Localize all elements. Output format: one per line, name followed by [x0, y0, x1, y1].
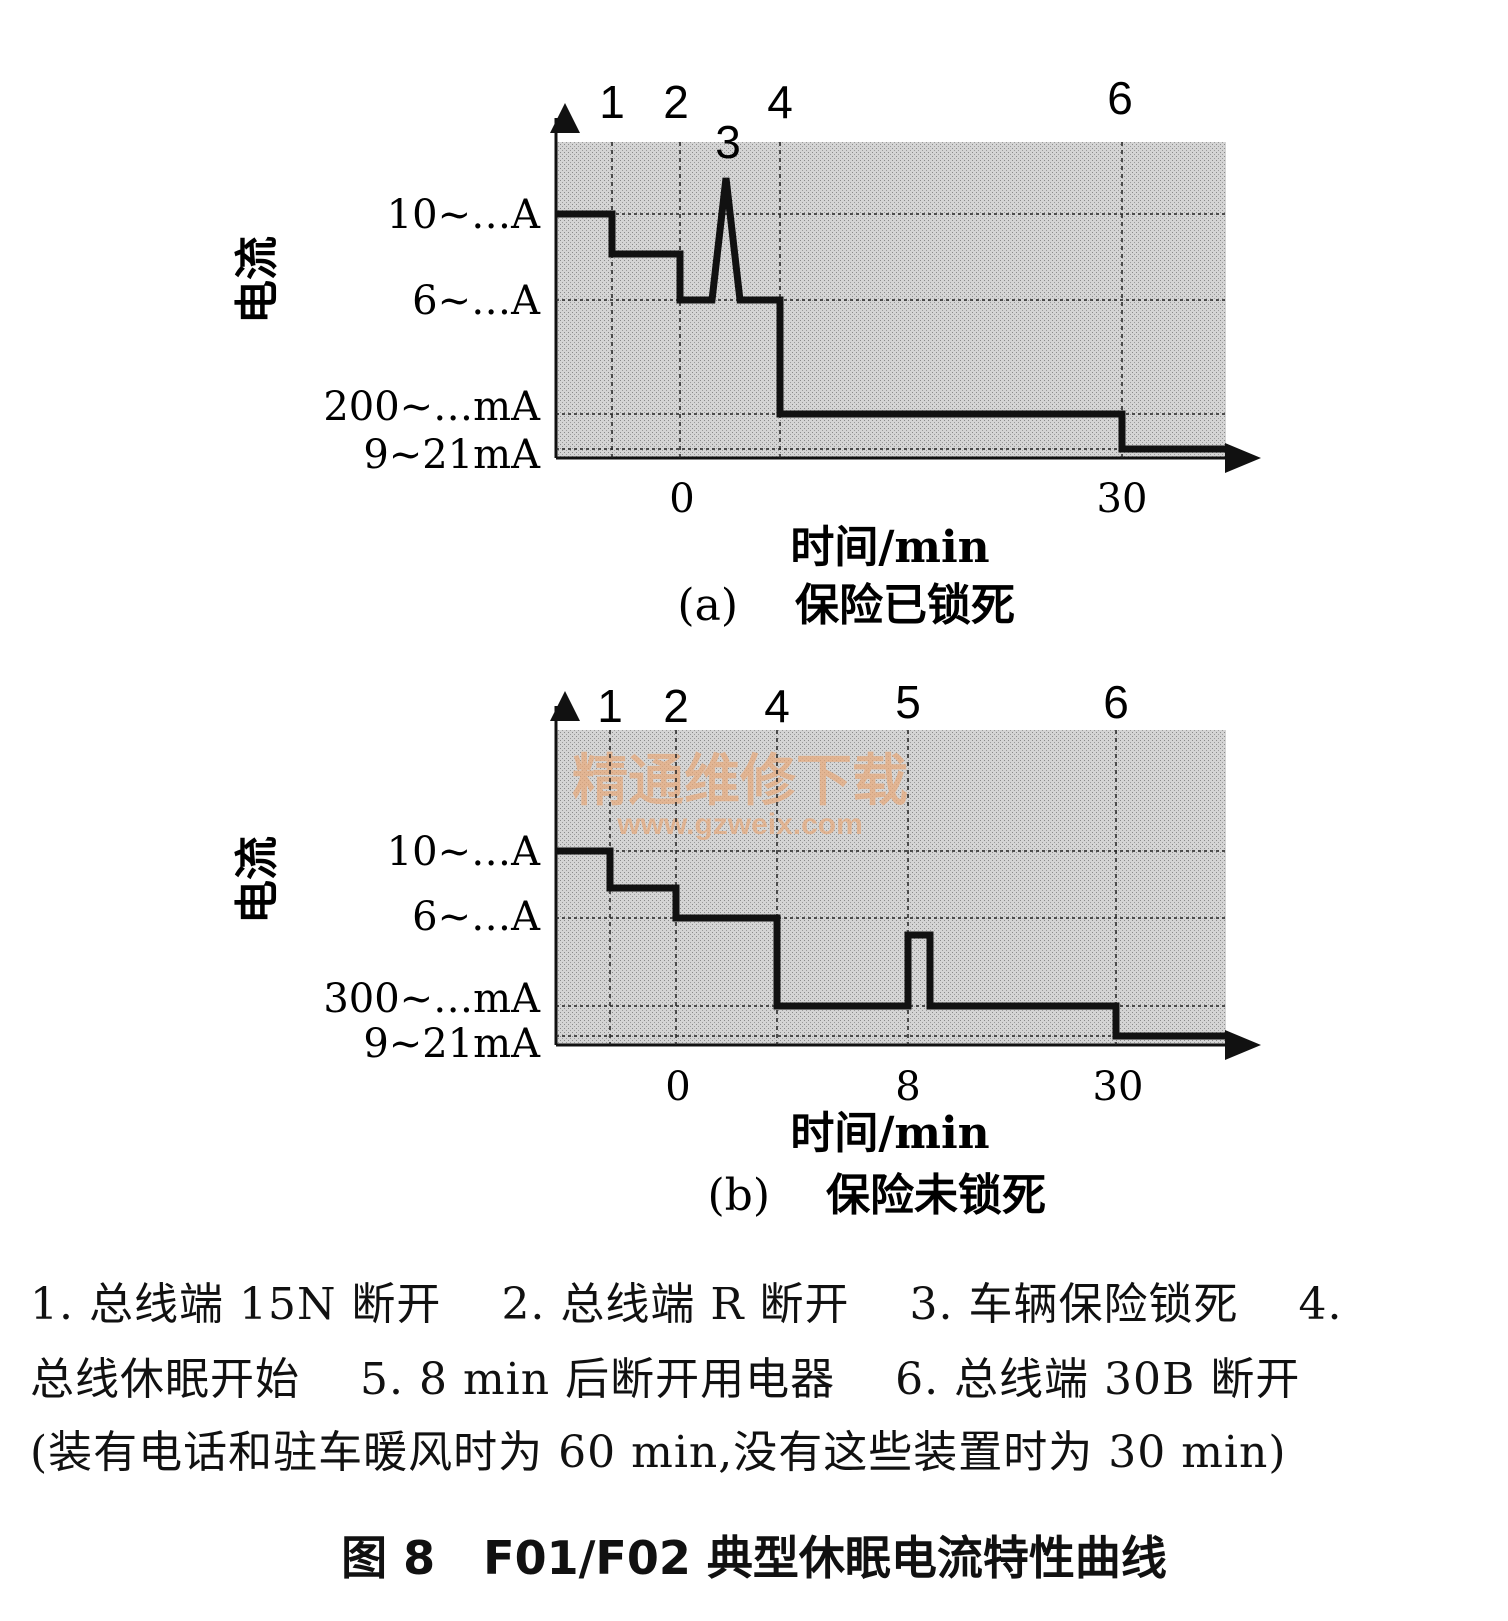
- annotation-line-1: 1. 总线端 15N 断开 2. 总线端 R 断开 3. 车辆保险锁死 4.: [30, 1270, 1480, 1340]
- x-tick-a-0: 0: [669, 476, 694, 522]
- y-axis-label-b: 电流: [232, 836, 283, 924]
- annotation-1: 1. 总线端 15N 断开: [30, 1279, 442, 1330]
- y-tick-a-2: 6~…A: [412, 278, 541, 324]
- y-axis-label-a: 电流: [232, 236, 283, 324]
- chart-b: 精通维修下载 www.gzweix.com 1 2 4 5 6 10~…A 6~…: [232, 676, 1261, 1221]
- event-marker-a-2: 2: [663, 76, 689, 128]
- event-marker-a-6: 6: [1107, 72, 1133, 124]
- y-tick-b-1: 10~…A: [387, 829, 541, 875]
- x-tick-a-30: 30: [1097, 476, 1148, 522]
- chart-a: 1 2 3 4 6 10~…A 6~…A 200~…mA 9~21mA 0 30…: [232, 72, 1261, 631]
- annotation-2: 2. 总线端 R 断开: [501, 1279, 850, 1330]
- y-tick-b-4: 9~21mA: [363, 1021, 541, 1067]
- event-marker-b-5: 5: [895, 676, 921, 728]
- watermark: 精通维修下载: [572, 748, 908, 814]
- subcaption-a-label: (a): [677, 580, 738, 631]
- event-marker-b-1: 1: [597, 680, 623, 732]
- x-tick-b-30: 30: [1093, 1064, 1144, 1110]
- subcaption-b-title: 保险未锁死: [826, 1170, 1046, 1221]
- event-marker-a-1: 1: [599, 76, 625, 128]
- y-tick-a-3: 200~…mA: [323, 384, 541, 430]
- subcaption-a-title: 保险已锁死: [795, 580, 1015, 631]
- annotation-6: 6. 总线端 30B 断开: [895, 1354, 1301, 1405]
- x-axis-label-b: 时间/min: [790, 1108, 989, 1159]
- x-tick-b-0: 0: [665, 1064, 690, 1110]
- series-line-a: [556, 177, 1226, 453]
- y-tick-a-4: 9~21mA: [363, 432, 541, 478]
- x-axis-label-a: 时间/min: [790, 522, 989, 573]
- event-marker-a-3: 3: [715, 116, 741, 168]
- annotation-4-number: 4.: [1298, 1279, 1343, 1330]
- annotation-6-note: (装有电话和驻车暖风时为 60 min,没有这些装置时为 30 min): [30, 1427, 1287, 1478]
- subcaption-b-label: (b): [708, 1170, 771, 1221]
- event-marker-b-6: 6: [1103, 676, 1129, 728]
- figure-canvas: 1 2 3 4 6 10~…A 6~…A 200~…mA 9~21mA 0 30…: [232, 72, 1261, 1221]
- annotation-3: 3. 车辆保险锁死: [909, 1279, 1239, 1330]
- event-marker-b-2: 2: [663, 680, 689, 732]
- watermark-url: www.gzweix.com: [616, 808, 863, 841]
- series-line-b: [556, 847, 1226, 1040]
- y-tick-b-3: 300~…mA: [323, 976, 541, 1022]
- event-marker-b-4: 4: [764, 680, 790, 732]
- annotation-line-3: (装有电话和驻车暖风时为 60 min,没有这些装置时为 30 min): [30, 1418, 1480, 1488]
- annotation-4-text: 总线休眠开始: [30, 1354, 300, 1405]
- event-marker-a-4: 4: [767, 76, 793, 128]
- annotation-5: 5. 8 min 后断开用电器: [360, 1354, 836, 1405]
- y-tick-b-2: 6~…A: [412, 894, 541, 940]
- x-tick-b-8: 8: [895, 1064, 920, 1110]
- figure-title: F01/F02 典型休眠电流特性曲线: [483, 1531, 1167, 1585]
- annotation-line-2: 总线休眠开始 5. 8 min 后断开用电器 6. 总线端 30B 断开: [30, 1345, 1480, 1415]
- y-tick-a-1: 10~…A: [387, 192, 541, 238]
- figure-caption: 图 8 F01/F02 典型休眠电流特性曲线: [0, 1522, 1508, 1588]
- figure-number: 图 8: [341, 1531, 436, 1585]
